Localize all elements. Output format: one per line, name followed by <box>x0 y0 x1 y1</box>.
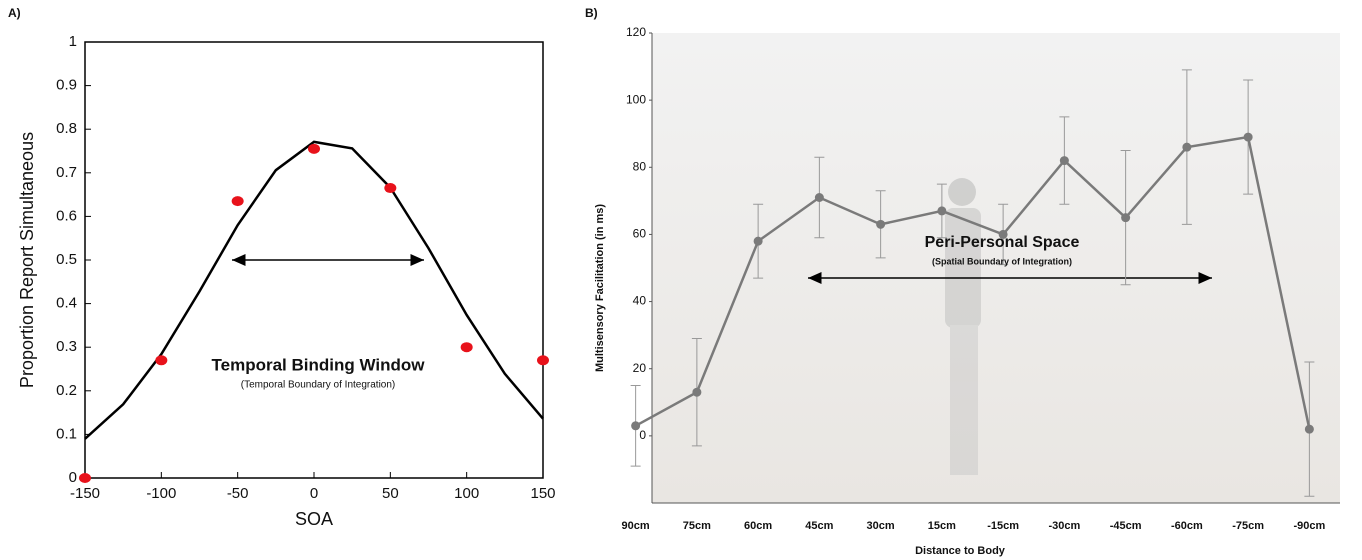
data-point <box>537 355 549 366</box>
x-tick-label: -75cm <box>1232 520 1264 532</box>
y-tick-label: 0.1 <box>56 425 77 442</box>
x-tick-label: -60cm <box>1171 520 1203 532</box>
y-tick-label: 0.2 <box>56 382 77 399</box>
annotation-sub: (Temporal Boundary of Integration) <box>241 380 396 391</box>
x-tick-label: 30cm <box>867 520 895 532</box>
y-tick-label: 40 <box>633 294 647 308</box>
panel-label: A) <box>8 6 21 20</box>
x-tick-label: 150 <box>530 485 555 502</box>
data-point <box>460 342 473 353</box>
x-tick-label: 60cm <box>744 520 772 532</box>
y-tick-label: 0 <box>639 428 646 442</box>
data-point <box>692 387 702 397</box>
data-point <box>814 193 824 202</box>
data-point <box>384 183 397 194</box>
data-point <box>308 143 320 154</box>
y-tick-label: 0.8 <box>56 120 77 137</box>
x-tick-label: 0 <box>310 485 318 502</box>
x-tick-label: 50 <box>382 485 399 502</box>
x-tick-label: 100 <box>454 485 479 502</box>
photo-background <box>652 33 1340 503</box>
data-point <box>876 219 886 229</box>
y-tick-label: 0.7 <box>56 164 77 181</box>
annotation: Peri-Personal Space <box>925 234 1080 251</box>
data-line <box>635 135 1311 430</box>
data-point <box>1304 424 1314 434</box>
data-point <box>1121 213 1131 223</box>
x-axis-label: SOA <box>295 509 333 529</box>
y-tick-label: 0 <box>69 469 77 486</box>
y-axis-label: Multisensory Facilitation (in ms) <box>594 204 606 372</box>
x-tick-label: -50 <box>227 485 249 502</box>
y-tick-label: 0.3 <box>56 338 77 355</box>
fit-curve <box>84 140 544 440</box>
data-point <box>1182 142 1192 152</box>
y-axis-label: Proportion Report Simultaneous <box>17 132 37 388</box>
person-silhouette <box>945 178 981 475</box>
data-point <box>753 236 763 246</box>
data-point <box>998 229 1008 239</box>
x-tick-label: -45cm <box>1110 520 1142 532</box>
y-tick-label: 1 <box>69 33 77 50</box>
y-tick-label: 20 <box>633 361 647 375</box>
annotation-sub: (Spatial Boundary of Integration) <box>932 256 1072 266</box>
annotation: Temporal Binding Window <box>212 355 426 374</box>
data-point <box>937 206 947 216</box>
data-point <box>231 196 244 207</box>
x-tick-label: 15cm <box>928 520 956 532</box>
panel-label: B) <box>585 6 598 20</box>
data-point <box>79 473 91 483</box>
x-tick-label: -100 <box>146 485 176 502</box>
y-tick-label: 60 <box>633 227 647 241</box>
y-tick-label: 80 <box>633 159 647 173</box>
data-point <box>631 421 641 431</box>
x-tick-label: 45cm <box>805 520 833 532</box>
x-tick-label: 90cm <box>622 520 650 532</box>
x-tick-label: -150 <box>70 485 100 502</box>
y-tick-label: 0.9 <box>56 77 77 94</box>
x-tick-label: -15cm <box>987 520 1019 532</box>
y-tick-label: 0.5 <box>56 251 77 268</box>
y-tick-label: 0.6 <box>56 207 77 224</box>
y-tick-label: 100 <box>626 92 646 106</box>
x-tick-label: -90cm <box>1293 520 1325 532</box>
y-tick-label: 120 <box>626 25 646 39</box>
x-tick-label: 75cm <box>683 520 711 532</box>
data-point <box>155 355 168 366</box>
x-tick-label: -30cm <box>1048 520 1080 532</box>
x-axis-label: Distance to Body <box>915 545 1006 557</box>
data-point <box>1243 132 1253 142</box>
y-tick-label: 0.4 <box>56 295 77 312</box>
data-point <box>1059 156 1069 166</box>
